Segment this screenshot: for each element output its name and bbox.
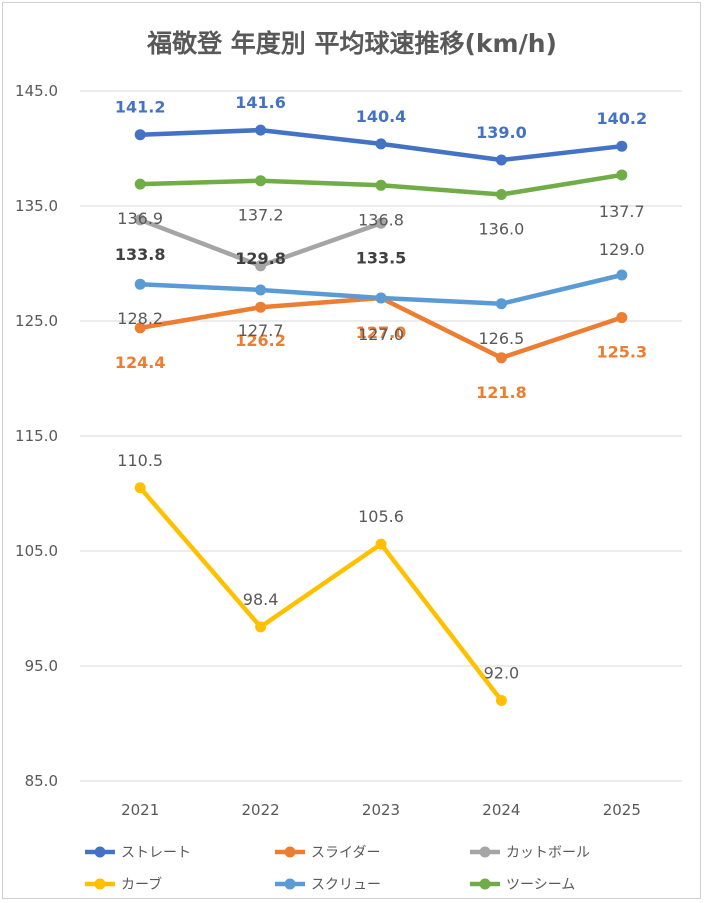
data-point: [616, 140, 628, 152]
data-label: 133.8: [115, 245, 166, 264]
data-label: 139.0: [476, 123, 527, 142]
series-4: [134, 482, 507, 706]
data-label: 126.2: [235, 331, 286, 350]
data-point: [255, 124, 267, 136]
data-label: 133.5: [356, 248, 407, 267]
legend-item: スクリュー: [275, 877, 381, 893]
data-label: 129.8: [235, 249, 286, 268]
data-point: [134, 322, 146, 334]
data-label: 137.2: [238, 206, 284, 225]
legend-item: ツーシーム: [470, 877, 575, 893]
data-point: [616, 269, 628, 281]
legend-item: ストレート: [85, 845, 191, 861]
legend-item: スライダー: [275, 845, 380, 861]
data-label: 128.2: [117, 309, 163, 328]
data-point: [616, 312, 628, 324]
legend-swatch-marker: [284, 878, 296, 890]
series-3: [134, 214, 387, 272]
data-label: 124.4: [115, 353, 166, 372]
data-label: 141.2: [115, 98, 166, 117]
y-tick-label: 115.0: [15, 427, 58, 445]
legend-swatch-marker: [479, 878, 491, 890]
data-point: [134, 278, 146, 290]
data-label: 121.8: [476, 383, 527, 402]
series-6: [134, 169, 628, 200]
series-5: [134, 269, 628, 310]
y-tick-label: 145.0: [15, 82, 58, 100]
data-point: [134, 129, 146, 141]
x-axis-ticks: 2021 2022 2023 2024 2025: [121, 801, 641, 819]
data-label: 105.6: [358, 507, 404, 526]
chart-title: 福敬登 年度別 平均球速推移(km/h): [146, 29, 557, 58]
y-tick-label: 105.0: [15, 542, 58, 560]
data-label: 140.2: [596, 109, 647, 128]
y-tick-label: 135.0: [15, 197, 58, 215]
legend-label: ストレート: [121, 845, 191, 861]
data-label: 127.0: [356, 323, 407, 342]
data-point: [375, 217, 387, 229]
data-point: [255, 621, 267, 633]
series-1: [134, 124, 628, 166]
series-lines: [134, 124, 628, 706]
data-point: [134, 178, 146, 190]
data-label: 136.8: [358, 210, 404, 229]
x-tick-label: 2025: [603, 801, 641, 819]
y-axis-ticks: 145.0 135.0 125.0 115.0 105.0 95.0 85.0: [15, 82, 58, 790]
data-label: 140.4: [356, 107, 407, 126]
data-point: [616, 169, 628, 181]
data-point: [255, 175, 267, 187]
data-point: [495, 695, 507, 706]
data-label: 136.0: [478, 220, 524, 239]
y-tick-label: 125.0: [15, 312, 58, 330]
data-point: [495, 352, 507, 364]
legend-swatch-marker: [284, 846, 296, 858]
data-point: [375, 179, 387, 191]
y-tick-label: 95.0: [25, 657, 58, 675]
legend-item: カットボール: [470, 845, 590, 861]
x-tick-label: 2023: [362, 801, 400, 819]
data-label: 127.0: [358, 325, 404, 344]
data-point: [255, 301, 267, 313]
data-label: 110.5: [117, 451, 163, 470]
data-point: [255, 260, 267, 272]
data-point: [495, 154, 507, 166]
legend-label: スライダー: [311, 845, 380, 861]
data-labels: 141.2 141.6 140.4 139.0 140.2 124.4 126.2 127.0…: [115, 93, 647, 682]
data-point: [375, 292, 387, 304]
legend-label: カーブ: [121, 876, 162, 893]
data-label: 98.4: [243, 590, 279, 609]
legend-label: カットボール: [506, 845, 590, 861]
data-point: [375, 138, 387, 150]
data-point: [255, 284, 267, 296]
legend-item: カーブ: [85, 876, 162, 893]
series-line: [137, 485, 504, 703]
data-label: 127.7: [238, 321, 284, 340]
legend-swatch-marker: [479, 846, 491, 858]
data-label: 137.7: [599, 202, 645, 221]
data-point: [495, 298, 507, 310]
data-label: 125.3: [596, 343, 647, 362]
data-point: [134, 214, 146, 226]
legend-label: ツーシーム: [506, 877, 575, 893]
data-label: 136.9: [117, 209, 163, 228]
data-label: 92.0: [484, 664, 520, 683]
legend-swatch-marker: [94, 878, 106, 890]
legend-swatch-marker: [94, 846, 106, 858]
x-tick-label: 2022: [242, 801, 280, 819]
data-point: [495, 189, 507, 200]
data-label: 129.0: [599, 240, 645, 259]
x-tick-label: 2021: [121, 801, 159, 819]
data-label: 141.6: [235, 93, 286, 112]
data-label: 126.5: [478, 329, 524, 348]
gridlines: [80, 90, 682, 782]
y-tick-label: 85.0: [25, 772, 58, 790]
data-point: [134, 482, 146, 494]
data-point: [375, 538, 387, 550]
x-tick-label: 2024: [482, 801, 520, 819]
legend-label: スクリュー: [311, 877, 381, 893]
